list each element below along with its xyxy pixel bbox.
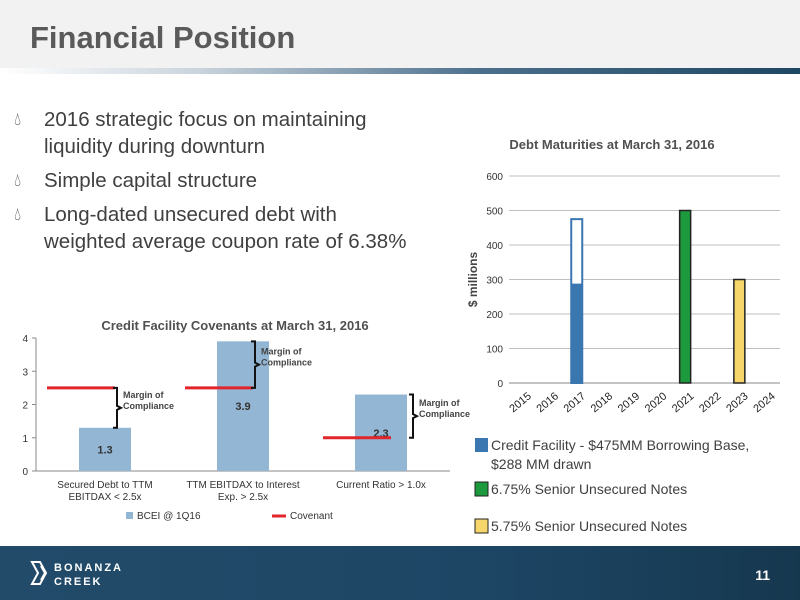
company-logo: BONANZA CREEK: [30, 561, 123, 588]
bar: [571, 283, 583, 383]
bullet-item: 💧︎ Long-dated unsecured debt with weight…: [14, 201, 454, 255]
annotation-label: Compliance: [123, 401, 174, 411]
x-tick-label: 2019: [616, 390, 642, 415]
legend-swatch: [126, 512, 133, 519]
annotation-label: Margin of: [419, 398, 460, 408]
bar: [678, 209, 692, 384]
bullet-line: liquidity during downturn: [44, 135, 266, 158]
y-tick-label: 3: [22, 367, 28, 378]
annotation-label: Margin of: [123, 390, 164, 400]
title-bar: [0, 0, 800, 72]
y-tick-label: 4: [22, 334, 28, 345]
legend-swatch: [474, 518, 489, 534]
x-tick-label: 2024: [751, 390, 777, 415]
x-tick-label: 2022: [697, 390, 723, 415]
logo-text-line: CREEK: [54, 576, 103, 588]
bullet-line: 2016 strategic focus on maintaining: [44, 108, 367, 131]
legend-label: 6.75% Senior Unsecured Notes: [491, 481, 687, 497]
y-tick-label: 400: [486, 241, 503, 252]
maturity-chart: Debt Maturities at March 31, 2016 0 100 200…: [466, 137, 780, 534]
covenant-chart: Credit Facility Covenants at March 31, 2…: [22, 318, 470, 522]
drop-icon: 💧︎: [14, 170, 22, 190]
bullet-item: 💧︎ 2016 strategic focus on maintaining l…: [14, 106, 454, 160]
x-tick-label: 2015: [507, 390, 533, 415]
drop-icon: 💧︎: [14, 204, 22, 224]
annotation-label: Compliance: [261, 358, 312, 368]
bar: [79, 427, 131, 471]
data-label: 3.9: [235, 401, 250, 413]
title-rule: [0, 68, 800, 74]
x-tick-label: 2020: [643, 390, 669, 415]
y-tick-label: 0: [497, 379, 503, 390]
bullet-line: Simple capital structure: [44, 169, 258, 192]
bar: [217, 341, 269, 471]
slide-title: Financial Position: [30, 20, 296, 55]
legend-swatch: [475, 438, 488, 452]
x-tick-label: 2023: [724, 390, 750, 415]
x-tick-label: 2018: [589, 390, 615, 415]
y-tick-label: 300: [486, 276, 503, 287]
y-tick-label: 0: [22, 467, 28, 478]
legend-label: 5.75% Senior Unsecured Notes: [491, 518, 687, 534]
compliance-bracket: [113, 386, 124, 429]
y-tick-label: 100: [486, 345, 503, 356]
logo-mark-icon: [30, 561, 48, 585]
y-tick-label: 200: [486, 310, 503, 321]
x-tick-label: 2021: [670, 390, 696, 415]
x-tick-label: 2017: [562, 390, 588, 415]
data-label: 1.3: [97, 444, 112, 456]
bar: [733, 278, 746, 384]
chart-title: Debt Maturities at March 31, 2016: [509, 137, 714, 152]
legend-label: Covenant: [290, 511, 333, 522]
x-tick-label: Secured Debt to TTM: [57, 480, 152, 491]
x-tick-label: 2016: [534, 390, 560, 415]
page-number: 11: [755, 567, 770, 583]
bullet-line: weighted average coupon rate of 6.38%: [44, 230, 407, 253]
y-tick-label: 1: [22, 434, 28, 445]
legend-label: BCEI @ 1Q16: [137, 511, 201, 522]
x-tick-label: EBITDAX < 2.5x: [68, 492, 141, 503]
bullet-line: Long-dated unsecured debt with: [44, 203, 337, 226]
x-tick-label: Exp. > 2.5x: [218, 492, 268, 503]
bullet-item: 💧︎ Simple capital structure: [14, 167, 454, 194]
y-tick-label: 2: [22, 401, 28, 412]
chart-title: Credit Facility Covenants at March 31, 2…: [101, 318, 368, 333]
footer-bar: [0, 546, 800, 600]
annotation-label: Margin of: [261, 347, 302, 357]
compliance-bracket: [409, 393, 420, 439]
logo-mark-inner-icon: [40, 565, 47, 581]
logo-text-line: BONANZA: [54, 562, 123, 574]
y-axis-label: $ millions: [466, 252, 480, 308]
bullet-list: 💧︎ 2016 strategic focus on maintaining l…: [14, 106, 454, 262]
legend-label: Credit Facility - $475MM Borrowing Base,: [491, 437, 749, 453]
bar: [355, 394, 407, 471]
y-tick-label: 600: [486, 172, 503, 183]
drop-icon: 💧︎: [14, 109, 22, 129]
x-tick-label: TTM EBITDAX to Interest: [186, 480, 300, 491]
x-tick-label: Current Ratio > 1.0x: [336, 480, 426, 491]
compliance-bracket: [251, 340, 262, 389]
legend-swatch: [474, 481, 489, 497]
legend-label: $288 MM drawn: [491, 456, 591, 472]
y-tick-label: 500: [486, 207, 503, 218]
annotation-label: Compliance: [419, 409, 470, 419]
